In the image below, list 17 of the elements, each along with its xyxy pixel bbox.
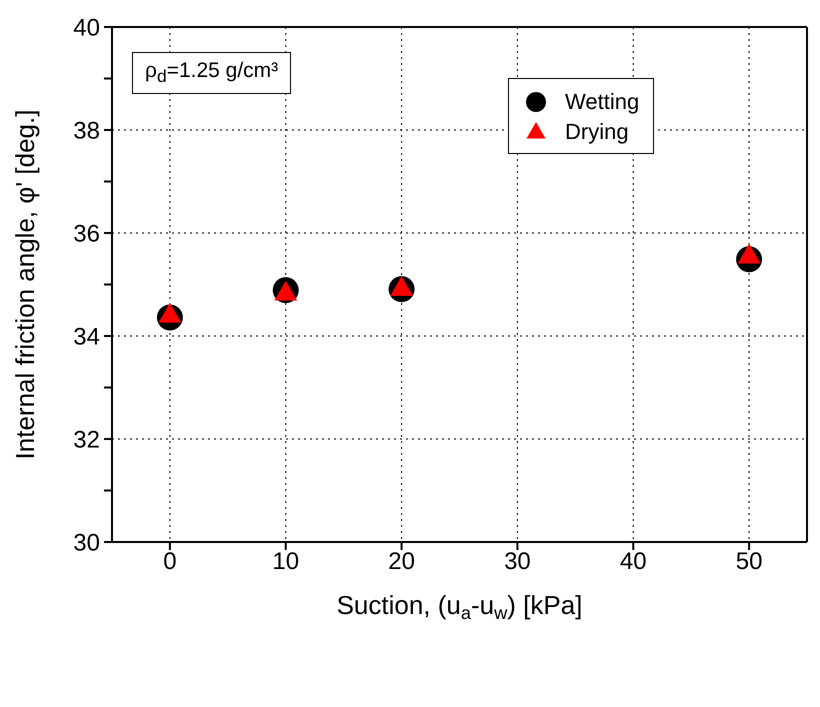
y-axis-title: Internal friction angle, φ' [deg.] <box>10 110 40 460</box>
y-tick-label: 30 <box>73 529 100 556</box>
x-tick-label: 20 <box>388 548 415 576</box>
y-tick-label: 36 <box>73 220 100 248</box>
x-tick-label: 40 <box>620 548 647 576</box>
x-tick-label: 10 <box>272 548 300 576</box>
x-axis-title: Suction, (u$_{a}$-u$_{w}$) [kPa] <box>336 590 582 622</box>
y-tick-label: 40 <box>73 14 100 42</box>
y-tick-label: 34 <box>73 323 100 350</box>
x-tick-label: 0 <box>163 548 177 576</box>
legend-label: Wetting <box>565 89 640 115</box>
annotation: ρ$_{d}$=1.25 g/cm³ <box>132 52 292 94</box>
x-tick-label: 30 <box>504 548 531 576</box>
y-tick-label: 32 <box>73 426 100 454</box>
legend-label: Drying <box>565 119 629 145</box>
x-tick-label: 50 <box>736 548 762 576</box>
y-tick-label: 38 <box>73 117 100 144</box>
